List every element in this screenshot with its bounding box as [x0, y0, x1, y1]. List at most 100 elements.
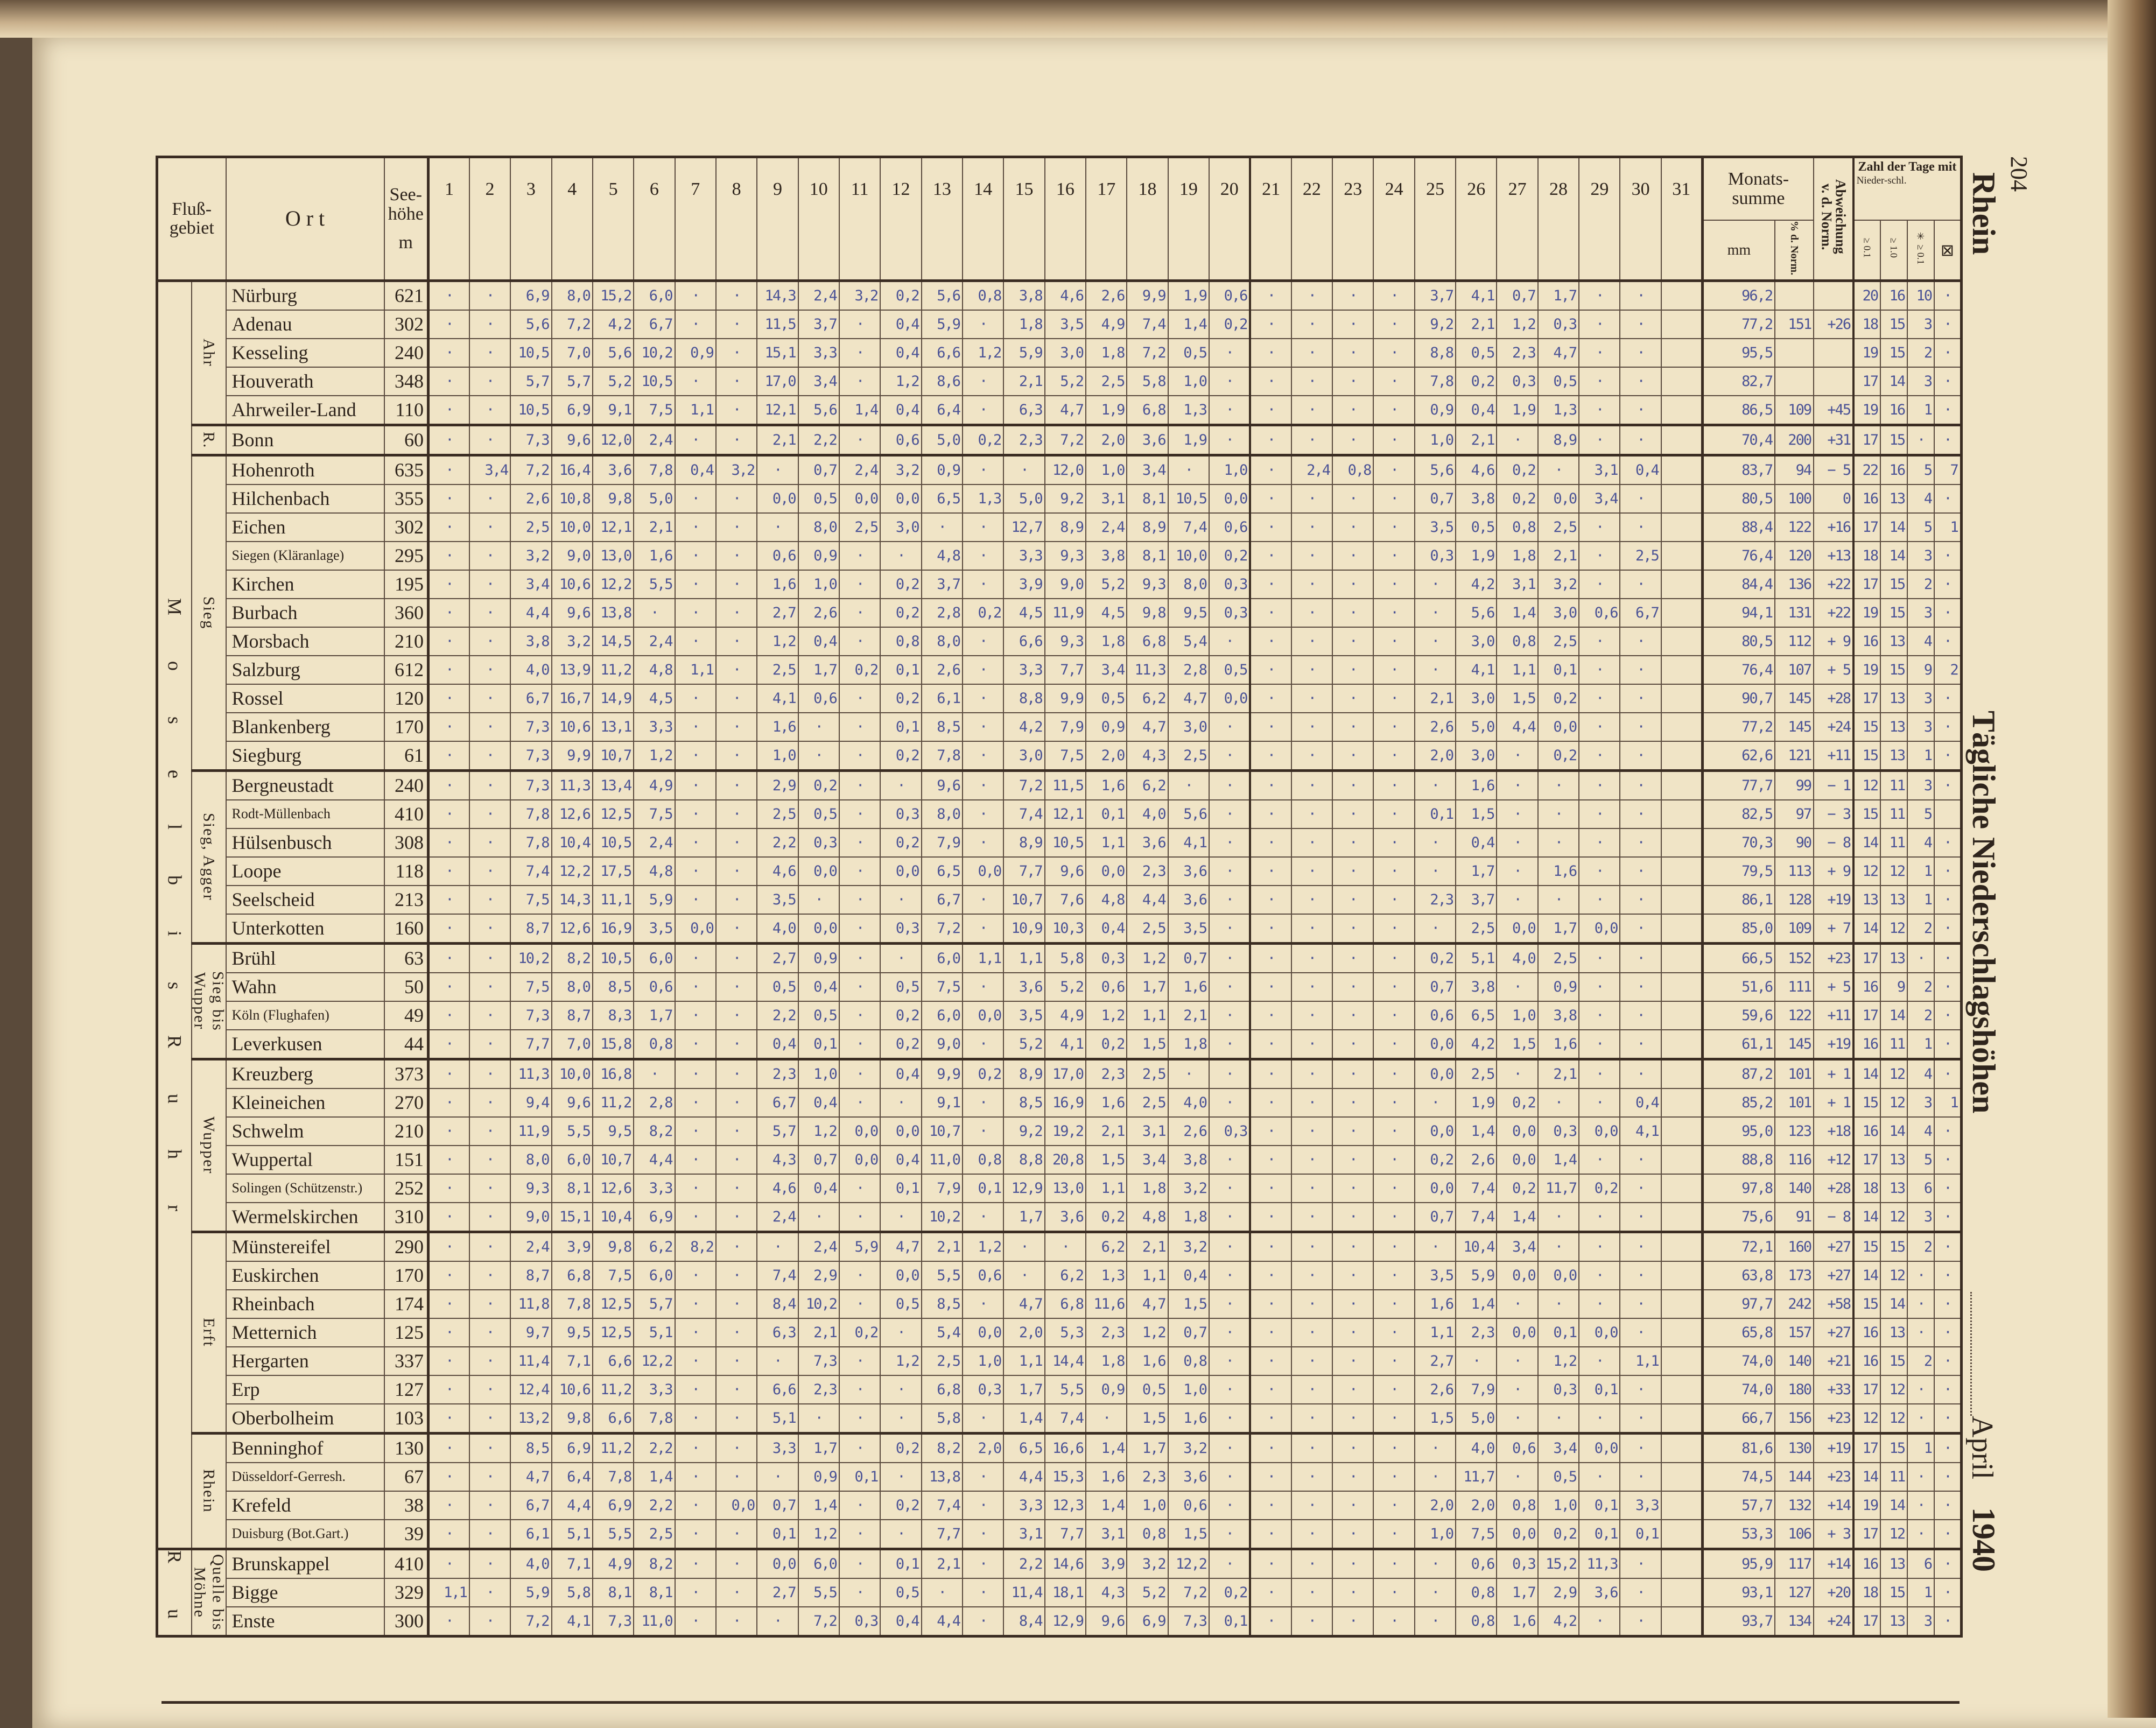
day-15-value: 12,9 — [1003, 1173, 1045, 1203]
day-7-value: · — [674, 1547, 717, 1579]
table-row: R. Bonn 60 · · 7,3 9,6 12,0 2,4 · · 2,1 2,2 · 0,6 5,0 0,… — [157, 423, 1962, 456]
header-abweichung: Abweichung v. d. Norm. — [1813, 156, 1855, 282]
day-16-value: 16,9 — [1044, 1087, 1087, 1118]
day-21-value: · — [1249, 512, 1292, 542]
day-3-value: 7,3 — [510, 1000, 552, 1030]
day-27-value: 1,7 — [1496, 1577, 1539, 1607]
day-1-value: · — [427, 1317, 470, 1347]
day-3-value: 11,9 — [510, 1116, 552, 1146]
day-24-value: · — [1373, 598, 1415, 628]
day-14-value: · — [961, 1462, 1005, 1492]
day-12-value: 1,2 — [880, 1346, 922, 1376]
day-17-value: 3,1 — [1085, 483, 1128, 514]
day-19-value: 1,5 — [1167, 1519, 1210, 1550]
day-16-value: 5,2 — [1044, 366, 1087, 396]
day-6-value: · — [633, 598, 676, 628]
day-19-value: 10,0 — [1167, 540, 1210, 571]
days-snow: 6 — [1907, 1547, 1935, 1579]
day-26-value: 1,9 — [1455, 1087, 1498, 1118]
station-name: Nürburg — [225, 280, 385, 311]
day-30-value: · — [1619, 1260, 1662, 1290]
day-5-value: 4,9 — [592, 1547, 635, 1579]
day-28-value: · — [1537, 769, 1580, 800]
day-26-value: 0,8 — [1455, 1606, 1498, 1637]
day-23-value: · — [1332, 1403, 1374, 1434]
day-4-value: 12,2 — [551, 856, 593, 886]
day-28-value: 2,1 — [1537, 540, 1580, 571]
day-10-value: 2,9 — [797, 1260, 840, 1290]
day-14-value: · — [961, 1116, 1005, 1146]
day-1-value: · — [427, 1144, 470, 1175]
day-14-value: · — [961, 827, 1005, 858]
day-3-value: 7,3 — [510, 769, 552, 800]
page-number: 204 — [2006, 156, 2032, 192]
day-5-value: 11,2 — [592, 655, 635, 685]
monthly-sum: 77,2 — [1701, 309, 1776, 339]
header-pct-norm: % d. Norm. — [1774, 219, 1815, 282]
day-5-value: 11,2 — [592, 1431, 635, 1463]
day-26-value: 7,5 — [1455, 1519, 1498, 1550]
day-24-value: · — [1373, 1260, 1415, 1290]
day-27-value: 1,0 — [1496, 1000, 1539, 1030]
day-21-value: · — [1249, 1029, 1292, 1060]
day-16-value: 14,4 — [1044, 1346, 1087, 1376]
day-18-value: 8,1 — [1126, 483, 1169, 514]
day-31-value — [1660, 740, 1703, 771]
day-22-value: · — [1290, 1000, 1333, 1030]
day-25-value: 0,2 — [1414, 942, 1457, 973]
day-1-value: · — [427, 799, 470, 829]
day-1-value: · — [427, 1087, 470, 1118]
days-precip-ge10: 11 — [1880, 1029, 1908, 1060]
day-12-value: 0,2 — [880, 598, 922, 628]
day-27-value: 0,0 — [1496, 1144, 1539, 1175]
day-2-value: · — [468, 769, 511, 800]
days-snow: 3 — [1907, 540, 1935, 571]
day-3-value: 8,7 — [510, 1260, 552, 1290]
monthly-sum: 74,0 — [1701, 1346, 1776, 1376]
day-26-value: 0,4 — [1455, 827, 1498, 858]
day-11-value: 0,0 — [838, 1144, 881, 1175]
day-19-value: · — [1167, 769, 1210, 800]
station-name: Enste — [225, 1606, 385, 1637]
day-17-value: 1,8 — [1085, 338, 1128, 368]
day-13-value: 6,0 — [921, 1000, 963, 1030]
day-9-value: 5,1 — [756, 1403, 799, 1434]
day-10-value: 0,1 — [797, 1029, 840, 1060]
day-17-value: 1,3 — [1085, 1260, 1128, 1290]
station-name: Bigge — [225, 1577, 385, 1607]
day-27-value: 0,0 — [1496, 1116, 1539, 1146]
day-30-value: · — [1619, 1462, 1662, 1492]
day-31-value — [1660, 1462, 1703, 1492]
day-1-value: · — [427, 740, 470, 771]
day-28-value: · — [1537, 799, 1580, 829]
day-18-value: 7,2 — [1126, 338, 1169, 368]
day-28-value: 3,8 — [1537, 1000, 1580, 1030]
day-6-value: 2,2 — [633, 1431, 676, 1463]
deviation-from-normal: +19 — [1813, 1431, 1855, 1463]
day-2-value: · — [468, 1462, 511, 1492]
day-15-value: 3,0 — [1003, 740, 1045, 771]
day-29-value: · — [1578, 1000, 1621, 1030]
day-21-value: · — [1249, 884, 1292, 915]
day-8-value: · — [715, 1000, 758, 1030]
day-27-value: 1,8 — [1496, 540, 1539, 571]
day-18-value: 6,2 — [1126, 683, 1169, 713]
day-10-value: 0,3 — [797, 827, 840, 858]
day-20-value: 0,0 — [1209, 483, 1252, 514]
day-16-value: 4,1 — [1044, 1029, 1087, 1060]
deviation-from-normal: +26 — [1813, 309, 1855, 339]
day-29-value: · — [1578, 338, 1621, 368]
day-1-value: · — [427, 1547, 470, 1579]
days-hail: · — [1934, 769, 1962, 800]
station-elevation: 410 — [383, 799, 430, 829]
day-18-value: 1,1 — [1126, 1000, 1169, 1030]
day-31-value — [1660, 1116, 1703, 1146]
day-7-value: · — [674, 1289, 717, 1319]
day-4-value: 6,8 — [551, 1260, 593, 1290]
deviation-from-normal: +18 — [1813, 1116, 1855, 1146]
day-5-value: 4,2 — [592, 309, 635, 339]
day-16-value: 6,8 — [1044, 1289, 1087, 1319]
day-3-value: 4,0 — [510, 655, 552, 685]
deviation-from-normal: +14 — [1813, 1490, 1855, 1520]
station-elevation: 348 — [383, 366, 430, 396]
